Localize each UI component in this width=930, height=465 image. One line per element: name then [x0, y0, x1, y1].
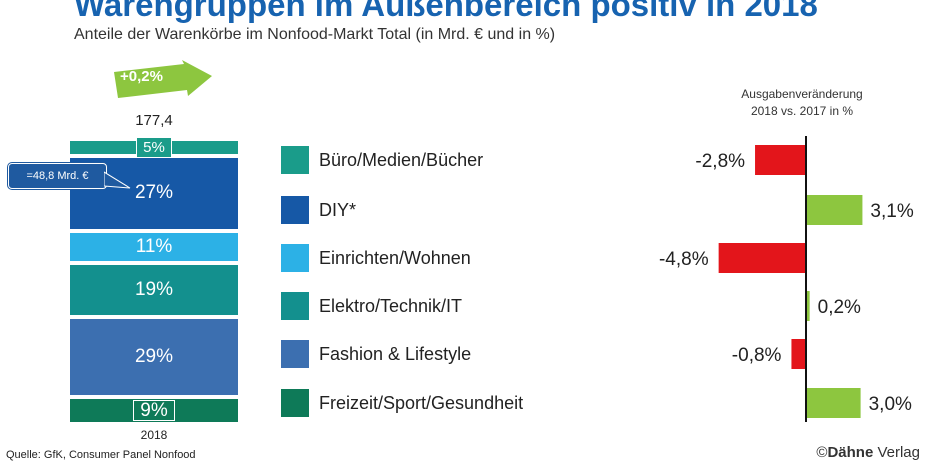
- legend-swatch: [281, 196, 309, 224]
- stack-segment: 29%: [70, 318, 238, 395]
- legend-item: Einrichten/Wohnen: [281, 244, 471, 272]
- change-value-label: 0,2%: [818, 297, 861, 318]
- legend-item: Freizeit/Sport/Gesundheit: [281, 389, 523, 417]
- change-value-label: -2,8%: [695, 151, 745, 172]
- change-bar: [806, 388, 861, 418]
- change-bar: [806, 195, 863, 225]
- legend-item: Fashion & Lifestyle: [281, 340, 471, 368]
- change-bar: [755, 145, 806, 175]
- legend-swatch: [281, 292, 309, 320]
- stack-segment-label: 9%: [133, 399, 175, 421]
- growth-arrow-icon: [114, 60, 212, 98]
- legend-label: DIY*: [319, 199, 357, 220]
- change-header-line-1: Ausgabenveränderung: [741, 87, 863, 101]
- change-value-label: 3,0%: [869, 394, 912, 415]
- legend-item: DIY*: [281, 196, 356, 224]
- change-bar: [806, 291, 810, 321]
- callout-box: =48,8 Mrd. €: [8, 163, 107, 189]
- stack-segment-label: 19%: [134, 279, 174, 300]
- stack-segment: 11%: [70, 232, 238, 262]
- legend-label: Einrichten/Wohnen: [319, 247, 471, 268]
- growth-badge: +0,2%: [120, 68, 163, 85]
- change-bar: [718, 243, 806, 273]
- legend-label: Fashion & Lifestyle: [319, 343, 472, 364]
- change-value-label: -4,8%: [659, 249, 709, 270]
- stack-segment-label: 29%: [134, 345, 174, 367]
- stack-segment: 9%: [70, 398, 238, 422]
- legend-swatch: [281, 146, 309, 174]
- chart-title: Warengruppen im Außenbereich positiv in …: [74, 0, 818, 23]
- change-value-label: 3,1%: [870, 201, 913, 222]
- source-note: Quelle: GfK, Consumer Panel Nonfood: [6, 449, 196, 461]
- legend-label: Elektro/Technik/IT: [319, 295, 463, 316]
- legend-item: Elektro/Technik/IT: [281, 292, 462, 320]
- year-label: 2018: [140, 428, 168, 442]
- copyright-brand: Dähne: [827, 444, 874, 461]
- change-header: Ausgabenveränderung 2018 vs. 2017 in %: [712, 86, 892, 120]
- legend-swatch: [281, 389, 309, 417]
- total-label: 177,4: [135, 112, 173, 129]
- stack-segment-label: 11%: [135, 235, 173, 257]
- callout-pointer-icon: [104, 171, 131, 189]
- copyright-symbol: ©: [816, 444, 828, 461]
- change-bar: [791, 339, 806, 369]
- stack-segment: 19%: [70, 265, 238, 315]
- chart-subtitle: Anteile der Warenkörbe im Nonfood-Markt …: [74, 26, 556, 43]
- legend-label: Büro/Medien/Bücher: [319, 149, 484, 170]
- stack-segment: 5%: [70, 137, 238, 159]
- stack-segment-label: 27%: [134, 182, 174, 204]
- legend-swatch: [281, 340, 309, 368]
- copyright-rest: Verlag: [877, 444, 920, 461]
- legend-swatch: [281, 244, 309, 272]
- copyright: ©Dähne Verlag: [816, 444, 920, 461]
- stack-segment-label: 5%: [136, 137, 172, 159]
- change-value-label: -0,8%: [732, 345, 782, 366]
- legend-label: Freizeit/Sport/Gesundheit: [319, 392, 524, 413]
- legend-item: Büro/Medien/Bücher: [281, 146, 483, 174]
- change-header-line-2: 2018 vs. 2017 in %: [750, 104, 854, 118]
